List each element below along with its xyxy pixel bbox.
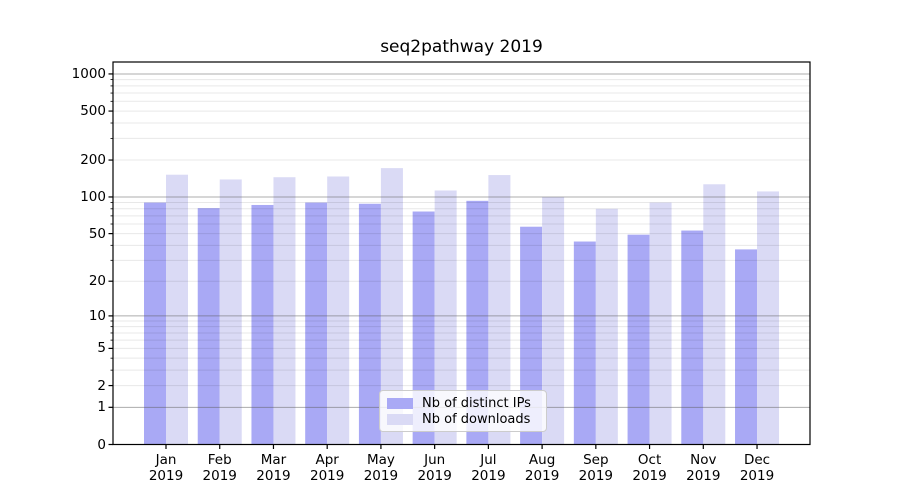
legend-item-distinct-ips: Nb of distinct IPs [387, 396, 538, 411]
bar-distinct-ips-feb [197, 208, 220, 445]
y-tick-label-2: 2 [97, 377, 106, 394]
x-tick-label-may: May 2019 [363, 452, 399, 484]
x-tick-label-apr: Apr 2019 [310, 452, 345, 484]
bar-downloads-nov [703, 184, 726, 445]
y-tick-label-50: 50 [88, 225, 106, 242]
x-tick-label-dec: Dec 2019 [739, 452, 775, 484]
x-tick-label-jan: Jan 2019 [148, 452, 184, 484]
legend-item-downloads: Nb of downloads [387, 412, 538, 427]
legend: Nb of distinct IPs Nb of downloads [379, 390, 547, 432]
bar-distinct-ips-sep [573, 241, 596, 445]
x-tick-label-jul: Jul 2019 [471, 452, 506, 484]
bar-distinct-ips-oct [627, 234, 650, 445]
bar-distinct-ips-mar [251, 204, 274, 445]
chart-title: seq2pathway 2019 [380, 37, 543, 57]
bar-distinct-ips-jan [144, 202, 166, 445]
bar-downloads-jul [488, 175, 511, 445]
axes-spines [112, 61, 811, 446]
bar-distinct-ips-may [358, 203, 381, 445]
bar-downloads-jan [166, 174, 188, 445]
y-tick-label-200: 200 [80, 152, 106, 169]
x-tick-label-oct: Oct 2019 [632, 452, 667, 484]
y-tick-label-5: 5 [97, 340, 106, 357]
legend-swatch-distinct-ips [387, 397, 413, 409]
y-tick-label-100: 100 [80, 188, 106, 205]
y-tick-label-0: 0 [97, 436, 106, 453]
bar-downloads-may [380, 168, 403, 445]
bar-distinct-ips-nov [681, 230, 704, 445]
x-tick-label-mar: Mar 2019 [256, 452, 291, 484]
x-tick-label-feb: Feb 2019 [202, 452, 237, 484]
bar-distinct-ips-jun [412, 211, 435, 445]
y-tick-label-500: 500 [80, 103, 106, 120]
legend-label-distinct-ips: Nb of distinct IPs [422, 395, 531, 411]
bar-downloads-aug [542, 196, 565, 445]
y-tick-label-1: 1 [97, 399, 106, 416]
legend-label-downloads: Nb of downloads [422, 411, 531, 427]
x-tick-label-jun: Jun 2019 [417, 452, 452, 484]
bar-downloads-feb [219, 179, 242, 445]
x-tick-label-nov: Nov 2019 [686, 452, 721, 484]
x-tick-label-aug: Aug 2019 [524, 452, 560, 484]
bar-downloads-apr [327, 176, 350, 445]
y-tick-label-20: 20 [88, 273, 106, 290]
bar-downloads-mar [273, 177, 296, 445]
bar-distinct-ips-apr [305, 202, 328, 445]
bar-distinct-ips-jul [466, 200, 489, 445]
x-tick-label-sep: Sep 2019 [578, 452, 613, 484]
bar-downloads-oct [649, 202, 672, 445]
bar-downloads-sep [595, 208, 618, 445]
y-tick-label-1000: 1000 [71, 65, 106, 82]
legend-swatch-downloads [387, 413, 413, 425]
bar-downloads-dec [757, 191, 780, 445]
y-tick-label-10: 10 [88, 307, 106, 324]
bar-distinct-ips-dec [735, 249, 758, 445]
bar-downloads-jun [434, 190, 457, 445]
